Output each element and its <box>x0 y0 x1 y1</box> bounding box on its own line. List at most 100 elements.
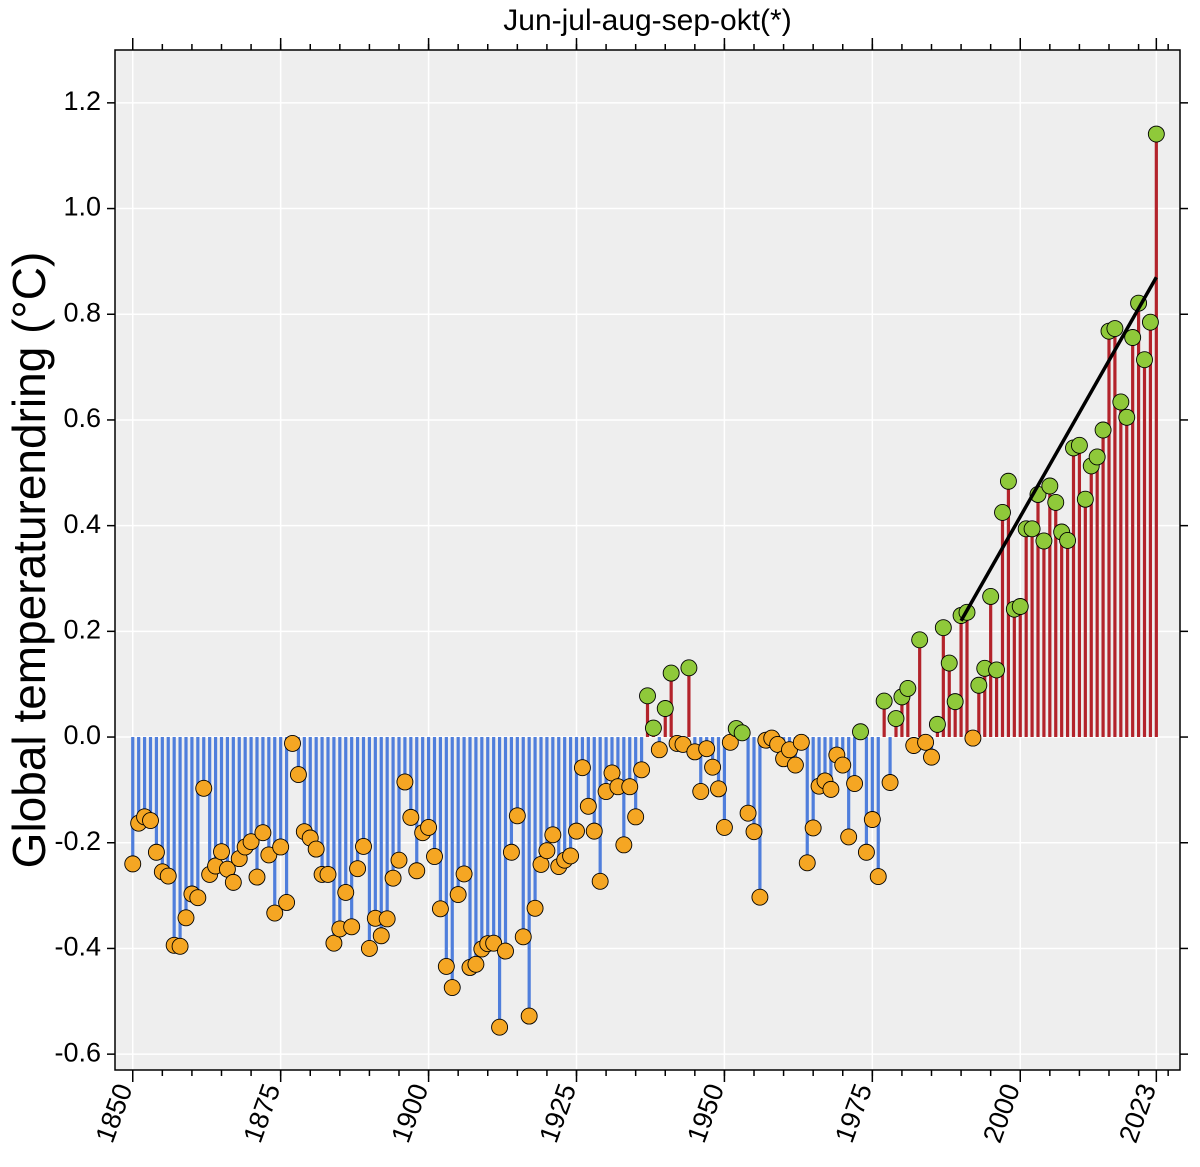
data-point <box>432 901 448 917</box>
data-point <box>178 910 194 926</box>
data-point <box>498 943 514 959</box>
data-point <box>1142 314 1158 330</box>
data-point <box>509 808 525 824</box>
data-point <box>468 956 484 972</box>
data-point <box>403 809 419 825</box>
data-point <box>711 781 727 797</box>
data-point <box>361 940 377 956</box>
y-axis-label: Global temperaturendring (°C) <box>3 252 55 869</box>
data-point <box>640 688 656 704</box>
data-point <box>983 588 999 604</box>
data-point <box>503 844 519 860</box>
data-point <box>1137 352 1153 368</box>
data-point <box>935 620 951 636</box>
data-point <box>888 711 904 727</box>
data-point <box>427 848 443 864</box>
data-point <box>663 665 679 681</box>
data-point <box>1000 473 1016 489</box>
data-point <box>787 757 803 773</box>
data-point <box>1107 321 1123 337</box>
data-point <box>1048 494 1064 510</box>
data-point <box>172 938 188 954</box>
data-point <box>385 870 401 886</box>
y-tick-label: 0.2 <box>63 614 101 644</box>
data-point <box>1036 533 1052 549</box>
data-point <box>858 844 874 860</box>
data-point <box>876 693 892 709</box>
data-point <box>344 919 360 935</box>
data-point <box>379 911 395 927</box>
data-point <box>835 757 851 773</box>
data-point <box>444 980 460 996</box>
data-point <box>870 869 886 885</box>
data-point <box>450 887 466 903</box>
data-point <box>793 734 809 750</box>
data-point <box>681 660 697 676</box>
y-tick-label: 0.0 <box>63 720 101 750</box>
data-point <box>515 929 531 945</box>
data-point <box>521 1008 537 1024</box>
data-point <box>592 873 608 889</box>
data-point <box>1071 437 1087 453</box>
data-point <box>1060 532 1076 548</box>
data-point <box>924 749 940 765</box>
y-tick-label: -0.4 <box>54 932 101 962</box>
data-point <box>853 724 869 740</box>
data-point <box>143 813 159 829</box>
data-point <box>225 874 241 890</box>
data-point <box>657 701 673 717</box>
data-point <box>320 866 336 882</box>
data-point <box>965 730 981 746</box>
data-point <box>249 869 265 885</box>
data-point <box>273 839 289 855</box>
data-point <box>148 844 164 860</box>
y-tick-label: 1.2 <box>63 86 101 116</box>
data-point <box>125 856 141 872</box>
data-point <box>716 819 732 835</box>
data-point <box>492 1019 508 1035</box>
chart-container: -0.6-0.4-0.20.00.20.40.60.81.01.21850187… <box>0 0 1200 1167</box>
data-point <box>971 677 987 693</box>
data-point <box>391 852 407 868</box>
data-point <box>539 843 555 859</box>
data-point <box>799 855 815 871</box>
data-point <box>1012 599 1028 615</box>
data-point <box>989 662 1005 678</box>
data-point <box>823 781 839 797</box>
data-point <box>356 838 372 854</box>
data-point <box>563 848 579 864</box>
y-tick-label: 1.0 <box>63 192 101 222</box>
data-point <box>160 868 176 884</box>
y-tick-label: 0.4 <box>63 509 101 539</box>
data-point <box>929 716 945 732</box>
data-point <box>397 774 413 790</box>
data-point <box>569 823 585 839</box>
y-tick-label: -0.6 <box>54 1037 101 1067</box>
data-point <box>912 632 928 648</box>
data-point <box>279 894 295 910</box>
data-point <box>947 694 963 710</box>
data-point <box>900 680 916 696</box>
data-point <box>651 742 667 758</box>
data-point <box>1095 422 1111 438</box>
data-point <box>841 829 857 845</box>
data-point <box>1113 394 1129 410</box>
data-point <box>350 861 366 877</box>
data-point <box>941 655 957 671</box>
data-point <box>580 798 596 814</box>
data-point <box>338 884 354 900</box>
y-tick-label: -0.2 <box>54 826 101 856</box>
data-point <box>1148 126 1164 142</box>
data-point <box>699 741 715 757</box>
data-point <box>527 900 543 916</box>
data-point <box>734 725 750 741</box>
data-point <box>196 780 212 796</box>
data-point <box>864 811 880 827</box>
data-point <box>634 762 650 778</box>
chart-svg: -0.6-0.4-0.20.00.20.40.60.81.01.21850187… <box>0 0 1200 1167</box>
data-point <box>421 819 437 835</box>
data-point <box>1077 491 1093 507</box>
data-point <box>1024 521 1040 537</box>
data-point <box>882 774 898 790</box>
data-point <box>586 823 602 839</box>
